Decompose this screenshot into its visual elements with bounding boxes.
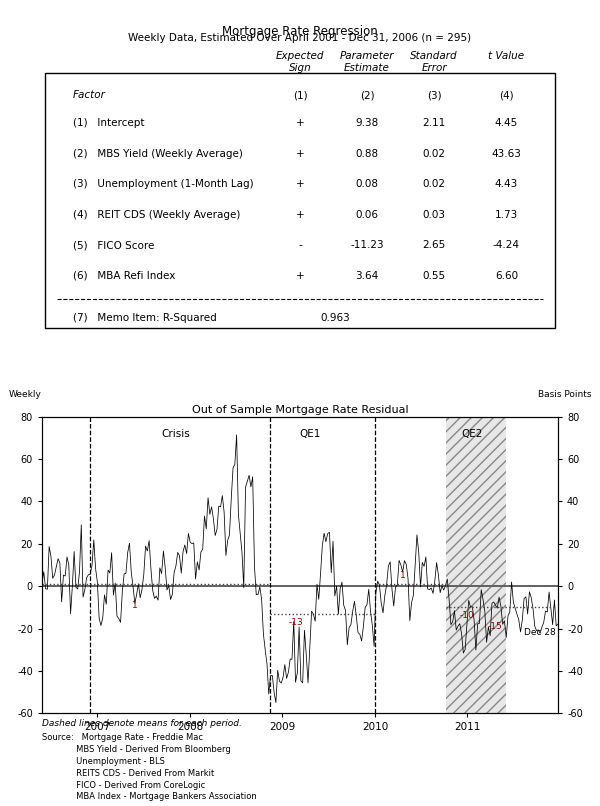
Text: 6.60: 6.60	[495, 271, 518, 280]
Text: Factor: Factor	[73, 90, 106, 100]
Text: -10: -10	[460, 612, 475, 621]
Text: 3.64: 3.64	[355, 271, 379, 280]
Text: 4.43: 4.43	[495, 179, 518, 189]
Text: 2.11: 2.11	[422, 118, 446, 128]
Text: +: +	[296, 149, 304, 159]
Text: (3)   Unemployment (1-Month Lag): (3) Unemployment (1-Month Lag)	[73, 179, 254, 189]
Text: -13: -13	[289, 617, 304, 627]
Text: 1.73: 1.73	[495, 210, 518, 220]
Bar	[446, 417, 506, 713]
Text: Dashed lines denote means for each period.: Dashed lines denote means for each perio…	[42, 719, 242, 728]
Text: (7)   Memo Item: R-Squared: (7) Memo Item: R-Squared	[73, 313, 217, 323]
Text: +: +	[296, 118, 304, 128]
Text: 1: 1	[131, 600, 137, 610]
Text: Dec 28: Dec 28	[524, 629, 556, 638]
Text: (6)   MBA Refi Index: (6) MBA Refi Index	[73, 271, 175, 280]
Text: -: -	[298, 240, 302, 251]
Text: (3): (3)	[427, 90, 442, 100]
Text: 0.08: 0.08	[356, 179, 379, 189]
Text: 0.03: 0.03	[422, 210, 446, 220]
Text: 0.963: 0.963	[320, 313, 350, 323]
Text: 0.06: 0.06	[356, 210, 379, 220]
Text: t Value: t Value	[488, 52, 524, 61]
Text: 9.38: 9.38	[355, 118, 379, 128]
Text: (2)   MBS Yield (Weekly Average): (2) MBS Yield (Weekly Average)	[73, 149, 243, 159]
Text: -15: -15	[488, 622, 502, 631]
Text: 1: 1	[400, 571, 406, 580]
Text: 0.02: 0.02	[422, 179, 446, 189]
Text: Source:   Mortgage Rate - Freddie Mac
             MBS Yield - Derived From Bloo: Source: Mortgage Rate - Freddie Mac MBS …	[42, 733, 257, 801]
Text: +: +	[296, 210, 304, 220]
Text: 0.88: 0.88	[356, 149, 379, 159]
FancyBboxPatch shape	[44, 73, 556, 329]
Text: +: +	[296, 271, 304, 280]
Title: Out of Sample Mortgage Rate Residual: Out of Sample Mortgage Rate Residual	[191, 405, 409, 414]
Text: (1): (1)	[293, 90, 307, 100]
Text: Crisis: Crisis	[162, 430, 190, 439]
Text: Expected
Sign: Expected Sign	[276, 52, 324, 73]
Text: (4): (4)	[499, 90, 514, 100]
Text: (5)   FICO Score: (5) FICO Score	[73, 240, 154, 251]
Text: (1)   Intercept: (1) Intercept	[73, 118, 145, 128]
Text: Weekly: Weekly	[8, 390, 41, 399]
Text: (2): (2)	[360, 90, 374, 100]
Text: 4.45: 4.45	[495, 118, 518, 128]
Text: 0.02: 0.02	[422, 149, 446, 159]
Text: +: +	[296, 179, 304, 189]
Text: QE2: QE2	[461, 430, 482, 439]
Text: -4.24: -4.24	[493, 240, 520, 251]
Text: 0.55: 0.55	[422, 271, 446, 280]
Text: QE1: QE1	[299, 430, 321, 439]
Text: 43.63: 43.63	[491, 149, 521, 159]
Text: Mortgage Rate Regression: Mortgage Rate Regression	[222, 25, 378, 38]
Text: 2.65: 2.65	[422, 240, 446, 251]
Text: Parameter
Estimate: Parameter Estimate	[340, 52, 394, 73]
Text: (4)   REIT CDS (Weekly Average): (4) REIT CDS (Weekly Average)	[73, 210, 241, 220]
Text: -11.23: -11.23	[350, 240, 384, 251]
Text: Basis Points: Basis Points	[538, 390, 592, 399]
Text: Standard
Error: Standard Error	[410, 52, 458, 73]
Text: Weekly Data, Estimated Over April 2001 - Dec 31, 2006 (n = 295): Weekly Data, Estimated Over April 2001 -…	[128, 32, 472, 43]
